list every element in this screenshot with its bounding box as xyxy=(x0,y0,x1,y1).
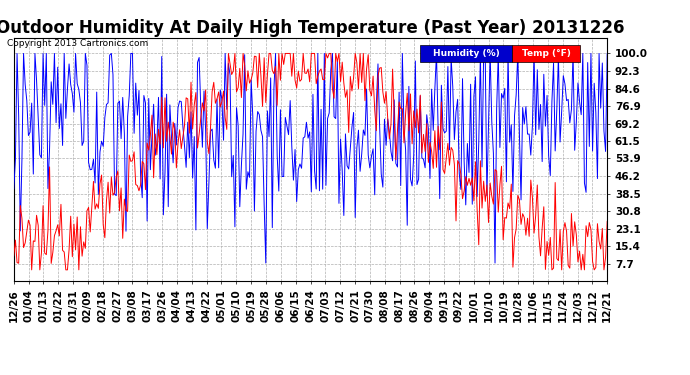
Title: Outdoor Humidity At Daily High Temperature (Past Year) 20131226: Outdoor Humidity At Daily High Temperatu… xyxy=(0,20,624,38)
FancyBboxPatch shape xyxy=(420,45,512,62)
Text: Copyright 2013 Cartronics.com: Copyright 2013 Cartronics.com xyxy=(7,39,148,48)
Text: Humidity (%): Humidity (%) xyxy=(433,49,500,58)
FancyBboxPatch shape xyxy=(512,45,580,62)
Text: Temp (°F): Temp (°F) xyxy=(522,49,571,58)
